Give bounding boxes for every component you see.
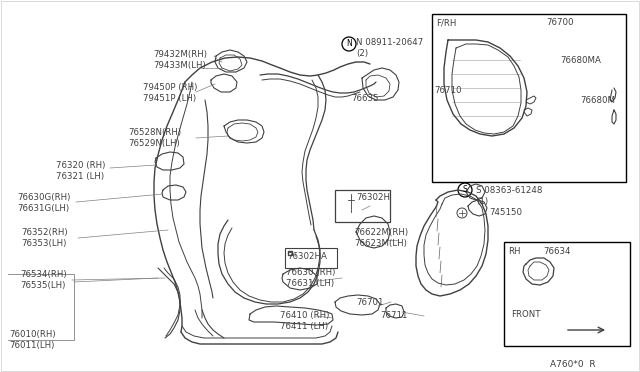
- Text: 76680M: 76680M: [580, 96, 615, 105]
- Bar: [432, 14, 626, 182]
- Text: N 08911-20647
(2): N 08911-20647 (2): [356, 38, 423, 58]
- Text: 76630 (RH)
76631 (LH): 76630 (RH) 76631 (LH): [286, 268, 335, 288]
- Text: 79450P (RH)
79451P (LH): 79450P (RH) 79451P (LH): [143, 83, 197, 103]
- Text: 76410 (RH)
76411 (LH): 76410 (RH) 76411 (LH): [280, 311, 330, 331]
- Text: 76634: 76634: [543, 247, 570, 256]
- Bar: [285, 248, 337, 268]
- Text: 79432M(RH)
79433M(LH): 79432M(RH) 79433M(LH): [153, 50, 207, 70]
- Bar: [335, 190, 390, 222]
- Text: 76534(RH)
76535(LH): 76534(RH) 76535(LH): [20, 270, 67, 290]
- Text: 745150: 745150: [489, 208, 522, 217]
- Text: 76635: 76635: [351, 94, 378, 103]
- Text: F/RH: F/RH: [436, 18, 456, 27]
- Text: 76302HA: 76302HA: [287, 252, 327, 261]
- Text: RH: RH: [508, 247, 520, 256]
- Bar: [504, 242, 630, 346]
- Text: 76711: 76711: [380, 311, 408, 320]
- Text: FRONT: FRONT: [511, 310, 541, 319]
- Text: 76680MA: 76680MA: [560, 56, 601, 65]
- Text: 76700: 76700: [546, 18, 573, 27]
- Text: 76701: 76701: [356, 298, 383, 307]
- Text: 76528N(RH)
76529N(LH): 76528N(RH) 76529N(LH): [128, 128, 181, 148]
- Text: 76710: 76710: [434, 86, 461, 95]
- Text: 76302H: 76302H: [356, 193, 390, 202]
- Text: A760*0  R: A760*0 R: [550, 360, 596, 369]
- Text: N: N: [346, 39, 352, 48]
- Text: 76320 (RH)
76321 (LH): 76320 (RH) 76321 (LH): [56, 161, 106, 181]
- Text: 76352(RH)
76353(LH): 76352(RH) 76353(LH): [21, 228, 68, 248]
- Text: S: S: [463, 186, 467, 195]
- Text: 76630G(RH)
76631G(LH): 76630G(RH) 76631G(LH): [17, 193, 70, 213]
- Text: 76010(RH)
76011(LH): 76010(RH) 76011(LH): [9, 330, 56, 350]
- Text: 76622M(RH)
76623M(LH): 76622M(RH) 76623M(LH): [354, 228, 408, 248]
- Text: S 08363-61248
(1): S 08363-61248 (1): [476, 186, 542, 206]
